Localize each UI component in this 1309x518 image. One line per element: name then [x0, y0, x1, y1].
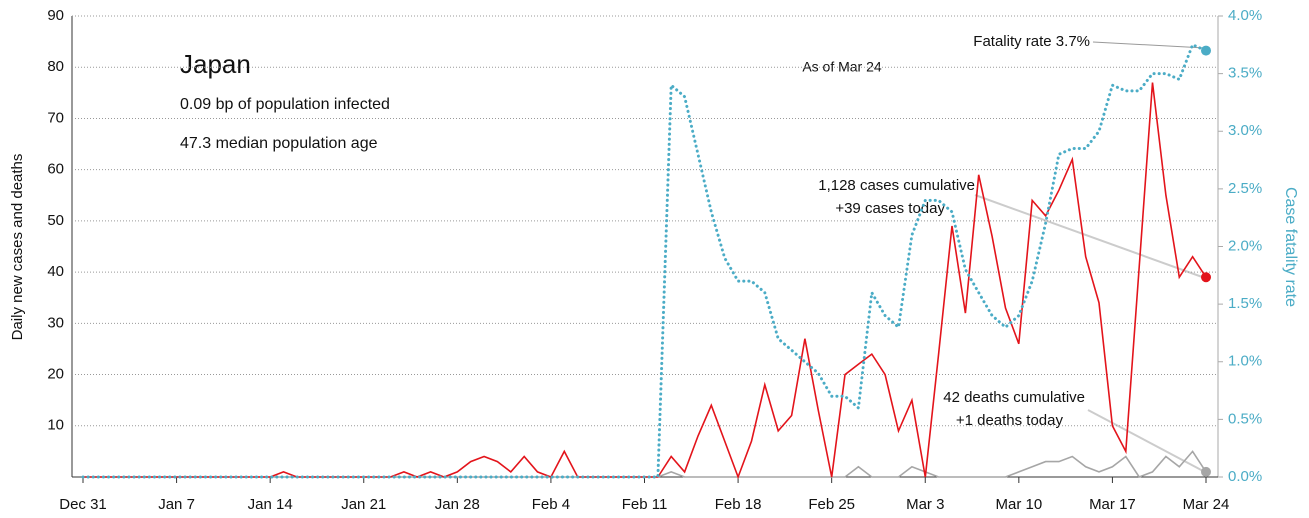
leader-line: [1092, 41, 1206, 49]
y-tick-label: 90: [47, 7, 64, 24]
x-tick-label: Jan 21: [341, 496, 386, 513]
y-tick-label: 10: [47, 417, 64, 434]
y2-tick-label: 1.5%: [1228, 295, 1262, 312]
y2-tick-label: 0.5%: [1228, 410, 1262, 427]
chart-title: Japan: [180, 49, 251, 79]
y2-tick-label: 2.0%: [1228, 237, 1262, 254]
y2-tick-label: 1.0%: [1228, 353, 1262, 370]
x-tick-label: Feb 18: [715, 496, 762, 513]
y2-tick-label: 0.0%: [1228, 468, 1262, 485]
subtitle: 47.3 median population age: [180, 135, 378, 152]
y-tick-label: 30: [47, 314, 64, 331]
end-marker: [1201, 45, 1211, 56]
series-line: [83, 450, 1207, 478]
y2-tick-label: 3.5%: [1228, 65, 1262, 82]
y2-axis-label: Case fatality rate: [1282, 187, 1299, 307]
subtitle: 0.09 bp of population infected: [180, 96, 390, 113]
y-tick-label: 60: [47, 161, 64, 178]
end-marker: [1201, 272, 1211, 283]
x-tick-label: Jan 14: [248, 496, 293, 513]
y2-tick-label: 4.0%: [1228, 7, 1262, 24]
y2-tick-label: 3.0%: [1228, 122, 1262, 139]
x-tick-label: Feb 4: [532, 496, 570, 513]
leader-line: [974, 194, 1206, 279]
annotation: Fatality rate 3.7%: [973, 33, 1090, 50]
y-tick-label: 50: [47, 212, 64, 229]
x-tick-label: Jan 7: [158, 496, 195, 513]
x-tick-label: Feb 25: [808, 496, 855, 513]
annotation: +39 cases today: [835, 200, 945, 217]
x-tick-label: Mar 10: [995, 496, 1042, 513]
y-axis-label: Daily new cases and deaths: [9, 154, 26, 341]
y-tick-label: 70: [47, 109, 64, 126]
x-tick-label: Mar 17: [1089, 496, 1136, 513]
x-tick-label: Mar 24: [1183, 496, 1230, 513]
annotation: 1,128 cases cumulative: [818, 177, 975, 194]
y-tick-label: 20: [47, 366, 64, 383]
note: As of Mar 24: [802, 59, 882, 75]
y-tick-label: 40: [47, 263, 64, 280]
x-tick-label: Mar 3: [906, 496, 944, 513]
x-tick-label: Jan 28: [435, 496, 480, 513]
annotation: +1 deaths today: [956, 412, 1064, 429]
y-tick-label: 80: [47, 58, 64, 75]
x-tick-label: Dec 31: [59, 496, 107, 513]
series-line: [81, 42, 1208, 479]
end-marker: [1201, 466, 1211, 477]
annotation: 42 deaths cumulative: [943, 389, 1085, 406]
leader-line: [1087, 409, 1206, 473]
y2-tick-label: 2.5%: [1228, 180, 1262, 197]
x-tick-label: Feb 11: [622, 496, 668, 513]
